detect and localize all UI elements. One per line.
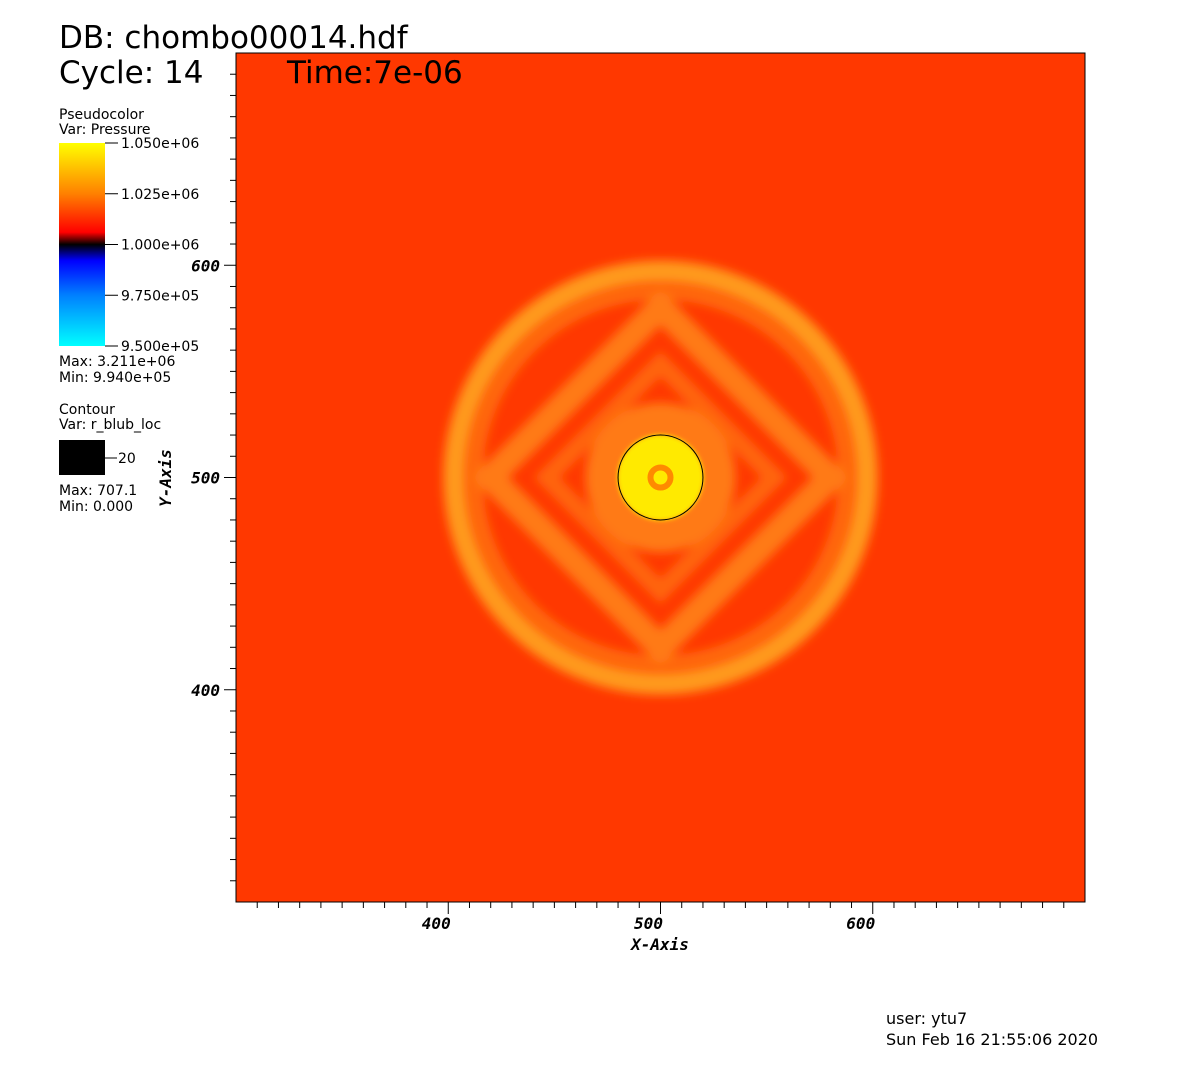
db-title: DB: chombo00014.hdf bbox=[59, 20, 409, 56]
y-axis-label: Y-Axis bbox=[156, 449, 175, 507]
colorbar-label: 1.050e+06 bbox=[121, 136, 199, 152]
contour-label: 20 bbox=[118, 451, 136, 467]
colorbar-label: 9.750e+05 bbox=[121, 288, 199, 304]
y-tick-label: 600 bbox=[191, 256, 220, 275]
legend-title: Pseudocolor bbox=[59, 107, 144, 123]
x-tick-label: 500 bbox=[634, 914, 663, 933]
x-tick-label: 600 bbox=[846, 914, 875, 933]
colorbar-label: 1.000e+06 bbox=[121, 238, 199, 254]
cycle: Cycle: 14 bbox=[59, 55, 203, 91]
colorbar-label: 9.500e+05 bbox=[121, 339, 199, 355]
legend-min: Min: 0.000 bbox=[59, 499, 133, 515]
colorbar-label: 1.025e+06 bbox=[121, 187, 199, 203]
field bbox=[236, 53, 1085, 902]
legend-var: Var: r_blub_loc bbox=[59, 417, 161, 433]
time: Time:7e-06 bbox=[286, 55, 463, 91]
colorbar bbox=[59, 143, 105, 346]
y-tick-label: 400 bbox=[191, 681, 220, 700]
legend-var: Var: Pressure bbox=[59, 122, 151, 138]
contour bbox=[617, 434, 704, 521]
x-axis-label: X-Axis bbox=[629, 935, 689, 954]
legend-max: Max: 707.1 bbox=[59, 483, 137, 499]
user: user: ytu7 bbox=[886, 1009, 967, 1028]
contour-swatch bbox=[59, 440, 105, 475]
legend-min: Min: 9.940e+05 bbox=[59, 370, 171, 386]
legend-max: Max: 3.211e+06 bbox=[59, 354, 175, 370]
legend-title: Contour bbox=[59, 402, 115, 418]
date: Sun Feb 16 21:55:06 2020 bbox=[886, 1030, 1098, 1049]
y-tick-label: 500 bbox=[191, 469, 220, 488]
x-tick-label: 400 bbox=[422, 914, 451, 933]
